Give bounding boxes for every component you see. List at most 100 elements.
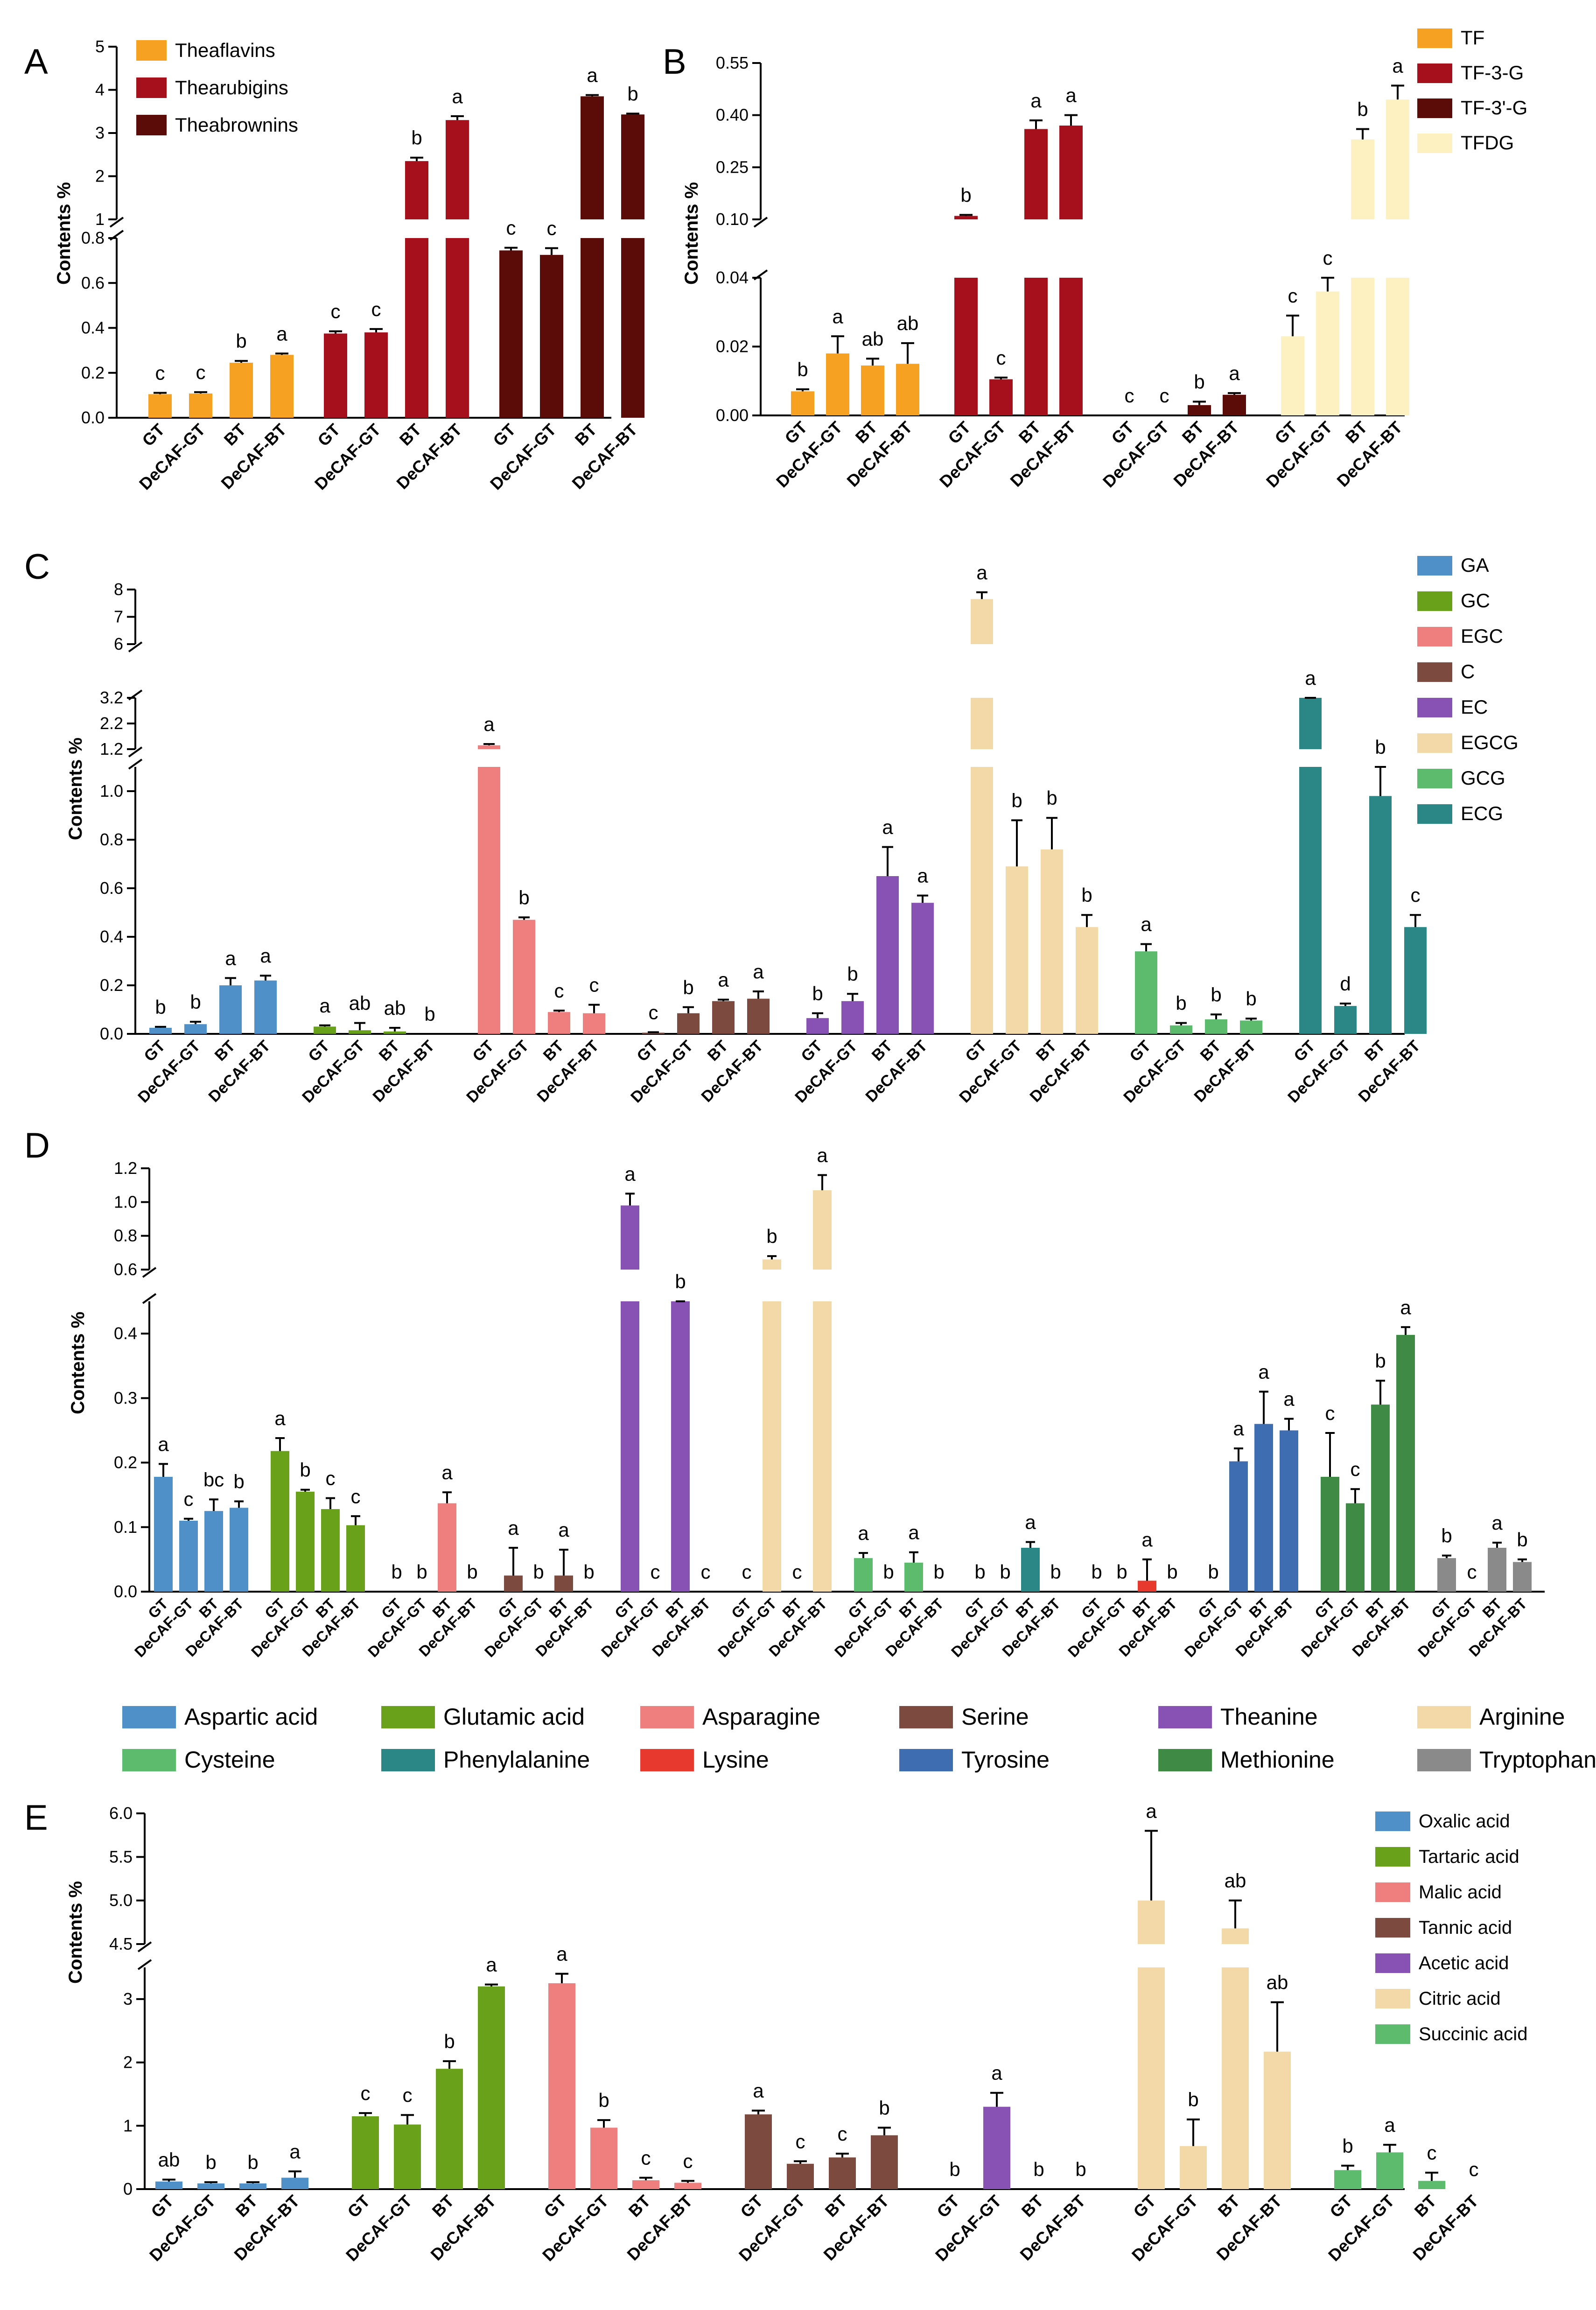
chart-a-legend: Theaflavins Thearubigins Theabrownins [136,39,298,136]
bar [548,1012,570,1034]
y-tick-label: 0.02 [716,337,749,356]
y-tick-label: 0.8 [114,1226,137,1245]
legend-swatch [1158,1706,1212,1728]
bar [590,2127,617,2189]
legend-swatch [1417,733,1452,753]
bar [239,2183,266,2189]
legend-swatch [1417,662,1452,682]
bar [1138,1580,1156,1592]
bar [179,1520,198,1592]
significance-letter: b [233,1470,244,1492]
significance-letter: b [300,1459,310,1481]
bar [621,1205,639,1270]
significance-letter: a [508,1517,519,1539]
legend-label: GA [1461,554,1489,576]
bar [149,1028,172,1034]
legend-label: GCG [1461,767,1505,789]
bar [499,250,523,418]
y-tick-label: 0.04 [716,268,749,287]
legend-swatch [1417,698,1452,717]
axis-break-mark [137,1959,152,1970]
bar [1041,849,1063,1034]
significance-letter: a [624,1163,636,1185]
bar [1135,951,1157,1034]
bar [540,255,563,418]
y-tick-label: 6.0 [109,1804,133,1823]
significance-letter: a [908,1522,919,1544]
significance-letter: b [949,2158,960,2180]
significance-letter: a [158,1433,169,1455]
legend-label: ECG [1461,802,1503,824]
chart-e-legend: Oxalic acid Tartaric acid Malic acid Tannic… [1375,1811,1527,2044]
y-tick-label: 1.2 [100,739,123,758]
y-tick-label: 4.5 [109,1934,133,1953]
significance-letter: a [1400,1296,1411,1318]
significance-letter: c [1323,247,1333,269]
significance-letter: b [960,184,971,206]
bar [954,278,978,415]
bar [1404,927,1427,1034]
significance-letter: c [838,2123,847,2145]
legend-swatch [1375,1953,1410,1973]
y-tick-label: 0.6 [100,878,123,898]
significance-letter: c [649,1001,658,1023]
legend-label: Arginine [1479,1704,1565,1730]
y-tick-label: 1.0 [114,1192,137,1211]
panel-label-a: A [24,42,48,82]
bar [349,1030,371,1034]
significance-letter: b [583,1561,594,1583]
axis-break-mark [753,269,768,281]
legend-label: TFDG [1461,132,1514,154]
legend-swatch [381,1706,435,1728]
y-tick-label: 5.5 [109,1847,133,1866]
legend-label: Theanine [1220,1704,1318,1730]
significance-letter: a [1030,90,1042,112]
y-tick-label: 2 [95,167,105,186]
significance-letter: b [1167,1561,1177,1583]
y-tick-label: 0.55 [716,53,749,72]
significance-letter: b [1033,2158,1044,2180]
bar [954,216,978,219]
chart-c-plot: 0.0 0.2 0.4 0.6 0.8 1.0 1.2 2.2 3.2 6 7 8 Contents %… [65,562,1427,1106]
bar [1170,1025,1192,1034]
significance-letter: b [683,976,693,998]
significance-letter: ab [349,992,371,1014]
bar [1264,2051,1291,2189]
significance-letter: c [361,2082,371,2104]
bar [296,1491,315,1592]
significance-letter: c [196,361,206,383]
bar [791,391,814,415]
bar [1205,1019,1227,1034]
legend-label: Oxalic acid [1419,1811,1510,1832]
significance-letter: b [1116,1561,1127,1583]
significance-letter: b [1000,1561,1010,1583]
legend-swatch [899,1706,953,1728]
significance-letter: b [812,983,823,1004]
significance-letter: b [467,1561,477,1583]
significance-letter: c [547,218,557,239]
significance-letter: b [1211,983,1221,1005]
significance-letter: c [1427,2142,1437,2164]
bar [1138,1900,1165,1944]
axis-break-mark [128,689,143,701]
y-tick-label: 1 [123,2116,133,2135]
panel-label-b: B [663,42,686,82]
significance-letter: a [718,969,729,991]
y-tick-label: 5.0 [109,1891,133,1910]
y-tick-label: 0.2 [100,976,123,995]
significance-letter: b [1050,1561,1061,1583]
legend-swatch [640,1749,694,1771]
bar [826,353,849,415]
legend-swatch [640,1706,694,1728]
bar [621,1301,639,1592]
bar [787,2163,814,2189]
bar [1240,1020,1262,1034]
bar [189,393,212,418]
bar [405,238,428,418]
y-tick-label: 0.2 [81,363,105,382]
y-tick-label: 5 [95,37,105,56]
legend-swatch [1158,1749,1212,1771]
legend-label: C [1461,660,1475,682]
significance-letter: a [556,1943,567,1965]
bar [581,238,604,418]
